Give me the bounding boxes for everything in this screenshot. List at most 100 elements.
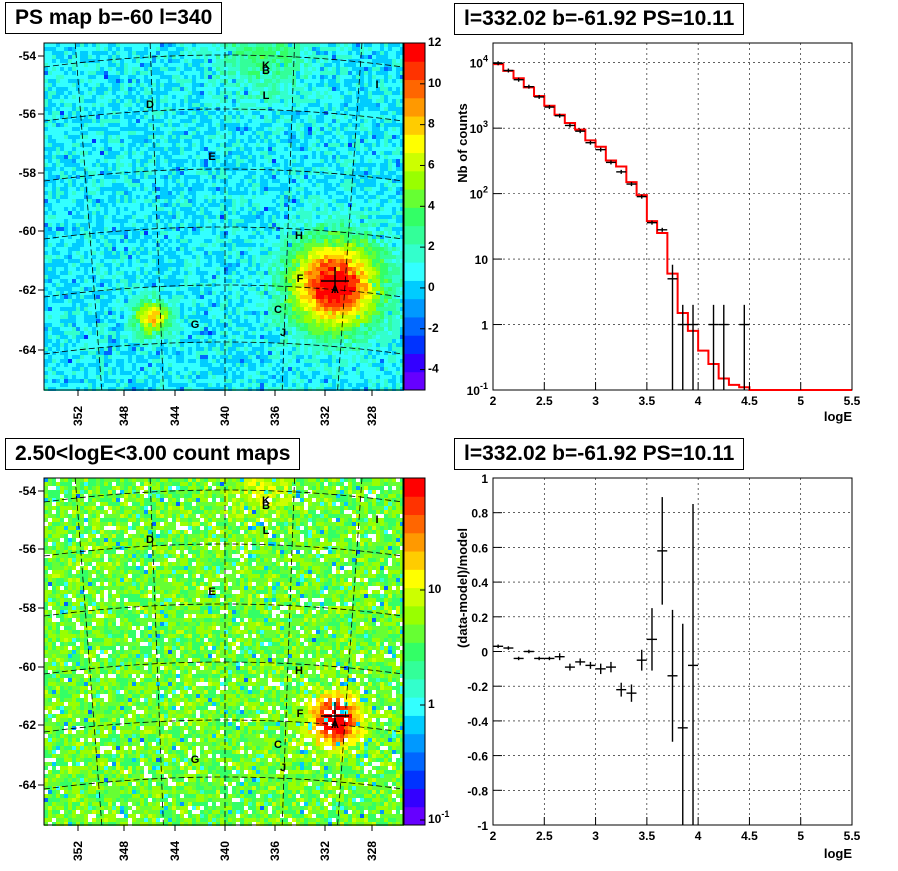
residual-data-point <box>688 504 698 825</box>
residual-y-tick-label: -0.8 <box>467 784 488 798</box>
residual-data-point <box>616 683 626 697</box>
count-map-colorbar-label: 10-1 <box>428 809 449 826</box>
count-map-colorbar-bin <box>404 642 425 661</box>
residual-data-point <box>493 645 503 648</box>
ps-map-colorbar-bin <box>404 226 425 245</box>
ps-map-colorbar-label: 6 <box>428 157 435 171</box>
ps-map-colorbar-label: 12 <box>428 35 442 49</box>
spectrum-data-point <box>503 69 513 73</box>
residual-y-tick-label: 1 <box>481 472 488 486</box>
count-map-source-label: H <box>295 665 303 677</box>
ps-map-colorbar-bin <box>404 372 425 391</box>
spectrum-data-point <box>565 123 575 127</box>
residual-x-tick-label: 4 <box>695 829 702 843</box>
count-map-x-tick-label: 336 <box>268 841 282 861</box>
ps-map-x-tick-label: 332 <box>318 406 332 426</box>
ps-map-colorbar-bin <box>404 61 425 80</box>
spectrum-y-tick-label: 10 <box>475 253 489 267</box>
count-map-source-label: G <box>191 754 200 766</box>
count-map-colorbar-bin <box>404 661 425 680</box>
count-map-x-tick-label: 348 <box>117 841 131 861</box>
ps-map-colorbar-label: -4 <box>428 362 439 376</box>
ps-map-source-label: C <box>274 304 282 316</box>
count-map-colorbar-bin <box>404 807 425 826</box>
ps-map-x-tick-label: 328 <box>365 406 379 426</box>
residual-data-point <box>503 646 513 649</box>
residual-x-tick-label: 5.5 <box>844 829 861 843</box>
ps-map-source-label: L <box>263 90 270 102</box>
residual-data-point <box>514 657 524 660</box>
ps-map-panel: ABCDEFGHIJKL352348344340336332328-54-56-… <box>19 35 442 426</box>
ps-map-y-tick-label: -62 <box>19 283 37 297</box>
ps-map-source-label: D <box>146 99 154 111</box>
ps-map-x-tick-label: 348 <box>117 406 131 426</box>
count-map-y-tick-label: -54 <box>19 484 37 498</box>
spectrum-y-tick-label: 102 <box>470 185 488 202</box>
residual-y-tick-label: -0.2 <box>467 680 488 694</box>
residual-data-point <box>555 653 565 660</box>
residual-x-axis-label: logE <box>824 846 852 861</box>
residual-y-tick-label: -0.6 <box>467 750 488 764</box>
count-map-colorbar-bin <box>404 624 425 643</box>
spectrum-y-tick-label: 104 <box>470 54 488 71</box>
spectrum-x-tick-label: 4 <box>695 394 702 408</box>
residual-data-point <box>678 624 688 825</box>
count-map-colorbar-label: 1 <box>428 697 435 711</box>
residual-y-tick-label: 0 <box>481 646 488 660</box>
spectrum-data-point <box>668 265 678 390</box>
count-map-colorbar-bin <box>404 551 425 570</box>
residual-data-point <box>596 664 606 674</box>
count-map-y-tick-label: -62 <box>19 718 37 732</box>
count-map-colorbar-bin <box>404 788 425 807</box>
spectrum-data-point <box>739 305 749 390</box>
count-map-colorbar-bin <box>404 679 425 698</box>
ps-map-colorbar-label: 2 <box>428 239 435 253</box>
ps-map-colorbar-bin <box>404 43 425 62</box>
spectrum-y-axis-label: Nb of counts <box>455 103 470 182</box>
spectrum-y-tick-label: 1 <box>481 319 488 333</box>
count-map-source-label: I <box>375 514 378 526</box>
count-map-colorbar-bin <box>404 478 425 497</box>
residual-data-point <box>657 497 667 605</box>
residual-data-point <box>534 657 544 660</box>
residual-x-tick-label: 2.5 <box>536 829 553 843</box>
ps-map-source-label: I <box>375 79 378 91</box>
residual-x-tick-label: 4.5 <box>741 829 758 843</box>
ps-map-colorbar-bin <box>404 153 425 172</box>
residual-data-point <box>524 650 534 653</box>
residual-y-tick-label: -0.4 <box>467 715 488 729</box>
ps-map-source-label: H <box>295 230 303 242</box>
residual-data-point <box>575 658 585 665</box>
spectrum-data-point <box>709 305 719 390</box>
count-map-source-label: K <box>262 495 270 507</box>
ps-map-x-tick-label: 340 <box>218 406 232 426</box>
ps-map-colorbar-bin <box>404 299 425 318</box>
ps-map-source-label: E <box>208 151 215 163</box>
count-map-y-tick-label: -64 <box>19 778 37 792</box>
ps-map-colorbar-bin <box>404 207 425 226</box>
ps-map-colorbar-bin <box>404 134 425 153</box>
ps-map-x-tick-label: 352 <box>71 406 85 426</box>
figure-canvas: ABCDEFGHIJKL352348344340336332328-54-56-… <box>0 0 898 871</box>
ps-map-colorbar-bin <box>404 116 425 135</box>
ps-map-source-label: G <box>191 319 200 331</box>
count-map-colorbar-bin <box>404 770 425 789</box>
spectrum-y-tick-label: 103 <box>470 119 488 136</box>
count-map-panel: ABCDEFGHIJKL352348344340336332328-54-56-… <box>19 478 450 861</box>
ps-map-colorbar-label: 0 <box>428 280 435 294</box>
spectrum-data-point <box>657 228 667 232</box>
ps-map-colorbar-label: 4 <box>428 198 435 212</box>
spectrum-x-axis-label: logE <box>824 409 852 424</box>
ps-map-colorbar-bin <box>404 317 425 336</box>
residual-x-tick-label: 3 <box>592 829 599 843</box>
count-map-y-tick-label: -60 <box>19 660 37 674</box>
ps-map-colorbar-label: 10 <box>428 76 442 90</box>
count-map-colorbar-bin <box>404 606 425 625</box>
residual-y-tick-label: -1 <box>477 819 488 833</box>
count-map-colorbar-bin <box>404 715 425 734</box>
count-map-colorbar-bin <box>404 515 425 534</box>
ps-map-x-tick-label: 336 <box>268 406 282 426</box>
spectrum-data-point <box>596 148 606 152</box>
ps-map-y-tick-label: -58 <box>19 166 37 180</box>
